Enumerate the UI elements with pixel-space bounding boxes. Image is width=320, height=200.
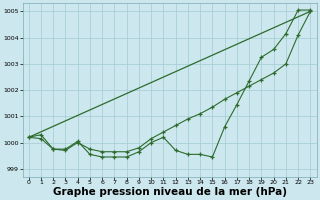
- X-axis label: Graphe pression niveau de la mer (hPa): Graphe pression niveau de la mer (hPa): [52, 187, 286, 197]
